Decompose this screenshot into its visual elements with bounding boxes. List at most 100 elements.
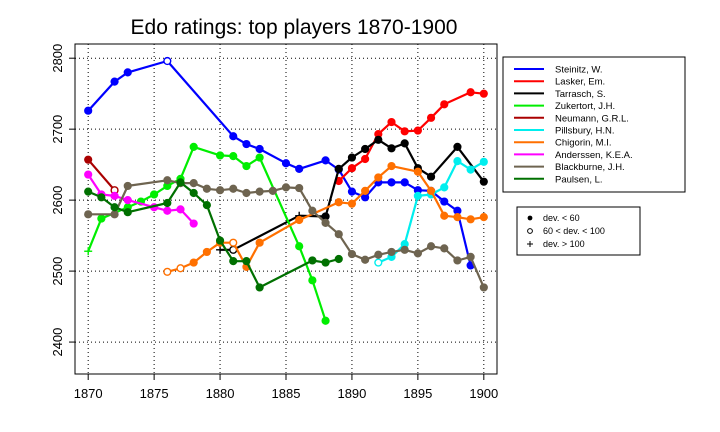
data-point	[216, 245, 225, 254]
marker-legend-label: dev. > 100	[543, 239, 585, 249]
data-point	[334, 254, 343, 264]
data-point	[308, 206, 317, 215]
data-point	[387, 117, 396, 127]
data-point	[387, 161, 396, 171]
data-point	[281, 159, 291, 168]
x-tick-label: 1890	[337, 386, 366, 401]
data-point	[176, 178, 185, 187]
legend-label: Chigorin, M.I.	[555, 138, 612, 149]
data-point	[268, 186, 277, 196]
data-point	[97, 193, 106, 202]
data-point	[361, 144, 370, 154]
y-tick-label: 2400	[50, 328, 65, 357]
data-point	[176, 264, 185, 273]
data-point	[242, 139, 251, 149]
data-point	[189, 178, 198, 188]
data-point	[229, 257, 238, 266]
data-point	[347, 153, 357, 162]
data-point	[295, 242, 304, 251]
data-point	[479, 177, 488, 186]
data-point	[321, 156, 330, 165]
data-point	[453, 156, 462, 166]
marker-legend: dev. < 60 60 < dev. < 100 dev. > 100	[516, 206, 641, 256]
data-point	[84, 155, 93, 164]
data-point	[123, 181, 132, 191]
symbol-filled	[527, 215, 533, 221]
data-point	[97, 214, 106, 223]
data-point	[466, 252, 475, 262]
data-point	[163, 56, 172, 66]
data-point	[347, 199, 357, 208]
series-line	[87, 145, 327, 322]
data-point	[426, 242, 436, 251]
data-point	[215, 186, 225, 195]
data-point	[295, 164, 304, 174]
data-point	[163, 267, 172, 276]
x-tick-label: 1880	[206, 386, 235, 401]
legend-label: Zukertort, J.H.	[555, 101, 615, 112]
data-point	[255, 238, 264, 247]
y-tick-label: 2700	[50, 115, 65, 144]
data-point	[229, 152, 238, 161]
series-1	[334, 88, 488, 186]
series-line	[87, 59, 472, 266]
data-point	[387, 178, 396, 187]
data-point	[374, 258, 383, 267]
data-point	[242, 188, 251, 198]
data-point	[374, 173, 383, 182]
data-point	[413, 249, 422, 258]
symbol-open	[527, 228, 533, 234]
data-point	[176, 205, 185, 214]
data-point	[479, 157, 488, 166]
data-point	[255, 153, 264, 162]
data-point	[426, 113, 436, 122]
y-tick-label: 2600	[50, 186, 65, 215]
series-line	[88, 179, 485, 288]
x-tick-label: 1875	[140, 386, 169, 401]
data-point	[84, 170, 93, 179]
y-tick-label: 2500	[50, 257, 65, 286]
data-point	[308, 256, 317, 265]
chart-title: Edo ratings: top players 1870-1900	[131, 16, 458, 39]
legend-label: Pillsbury, H.N.	[555, 126, 614, 137]
data-point	[361, 255, 370, 264]
data-point	[466, 215, 475, 224]
data-point	[229, 238, 238, 247]
x-tick-label: 1900	[469, 386, 498, 401]
data-point	[479, 283, 488, 292]
data-point	[308, 276, 317, 285]
data-point	[215, 151, 225, 160]
series-3	[84, 142, 330, 325]
legend-label: Blackburne, J.H.	[555, 162, 625, 173]
x-tick-label: 1885	[272, 386, 301, 401]
data-point	[110, 77, 119, 86]
data-point	[255, 187, 264, 196]
data-point	[202, 184, 211, 193]
data-point	[281, 183, 291, 192]
data-point	[123, 68, 132, 77]
data-point	[400, 139, 409, 148]
data-point	[255, 144, 264, 154]
data-point	[334, 230, 343, 239]
data-point	[347, 187, 357, 196]
data-point	[400, 178, 409, 187]
data-point	[229, 184, 238, 193]
data-point	[466, 165, 475, 174]
legend-label: Neumann, G.R.L.	[555, 113, 629, 124]
data-point	[321, 218, 330, 227]
legend-label: Paulsen, L.	[555, 174, 603, 185]
marker-legend-symbol	[527, 241, 533, 247]
data-point	[413, 191, 422, 200]
data-point	[440, 244, 449, 253]
data-point	[150, 190, 159, 199]
series-legend: Steinitz, W.Lasker, Em.Tarrasch, S.Zuker…	[502, 56, 686, 193]
data-point	[466, 88, 475, 97]
data-point	[110, 210, 119, 219]
data-point	[334, 164, 343, 174]
legend-label: Lasker, Em.	[555, 77, 605, 88]
data-point	[387, 247, 396, 257]
data-point	[426, 186, 436, 196]
data-point	[295, 183, 304, 193]
series-line	[87, 158, 116, 191]
data-point	[361, 186, 370, 196]
